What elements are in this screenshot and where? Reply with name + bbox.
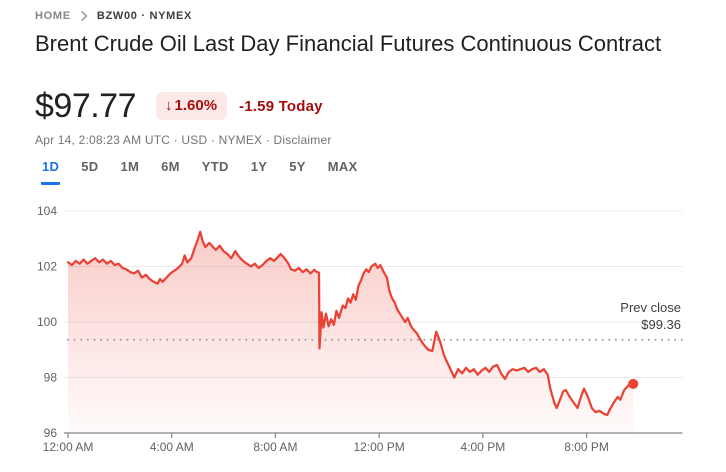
svg-text:98: 98 [44,371,58,385]
quote-row: $97.77 ↓ 1.60% -1.59 Today [35,86,323,126]
quote-timestamp: Apr 14, 2:08:23 AM UTC · USD · NYMEX · [35,133,274,147]
svg-text:4:00 PM: 4:00 PM [461,440,506,454]
tab-5y[interactable]: 5Y [289,159,306,174]
breadcrumb: HOME BZW00 · NYMEX [35,10,192,22]
svg-text:12:00 AM: 12:00 AM [43,440,94,454]
svg-text:8:00 AM: 8:00 AM [253,440,297,454]
price-area [68,231,634,433]
change-percent-badge: ↓ 1.60% [156,92,228,120]
tab-1y[interactable]: 1Y [250,159,268,174]
tab-1d[interactable]: 1D [41,157,61,185]
svg-text:102: 102 [37,260,57,274]
breadcrumb-symbol: BZW00 · NYMEX [96,10,193,22]
x-axis [64,432,683,438]
change-percent-value: 1.60% [174,97,218,114]
svg-text:104: 104 [37,204,57,218]
svg-text:$99.36: $99.36 [641,317,681,332]
svg-text:96: 96 [44,426,58,440]
svg-text:4:00 AM: 4:00 AM [150,440,194,454]
page-title: Brent Crude Oil Last Day Financial Futur… [35,31,662,56]
svg-text:Prev close: Prev close [620,300,681,315]
price-line [66,230,635,417]
x-axis-labels: 12:00 AM 4:00 AM 8:00 AM 12:00 PM 4:00 PM 8:0… [43,440,609,454]
range-tab-bar: 1D 5D 1M 6M YTD 1Y 5Y MAX [41,157,379,185]
change-amount: -1.59 Today [239,97,323,115]
tab-1m[interactable]: 1M [120,159,140,174]
breadcrumb-home-link[interactable]: HOME [35,10,71,22]
chevron-right-icon [80,11,88,21]
disclaimer-link[interactable]: Disclaimer [273,133,332,147]
tab-5d[interactable]: 5D [81,159,99,174]
quote-meta: Apr 14, 2:08:23 AM UTC · USD · NYMEX · D… [35,133,332,147]
tab-max[interactable]: MAX [327,159,358,174]
tab-6m[interactable]: 6M [161,159,180,174]
tab-ytd[interactable]: YTD [201,159,229,174]
svg-text:100: 100 [37,315,57,329]
current-price: $97.77 [35,86,137,125]
last-price-dot [628,378,639,389]
svg-text:12:00 PM: 12:00 PM [353,440,404,454]
y-axis-labels: 104 102 100 98 96 [37,204,57,440]
prev-close-label: Prev close $99.36 [620,300,681,332]
down-arrow-icon: ↓ [165,97,173,114]
svg-text:8:00 PM: 8:00 PM [564,440,609,454]
